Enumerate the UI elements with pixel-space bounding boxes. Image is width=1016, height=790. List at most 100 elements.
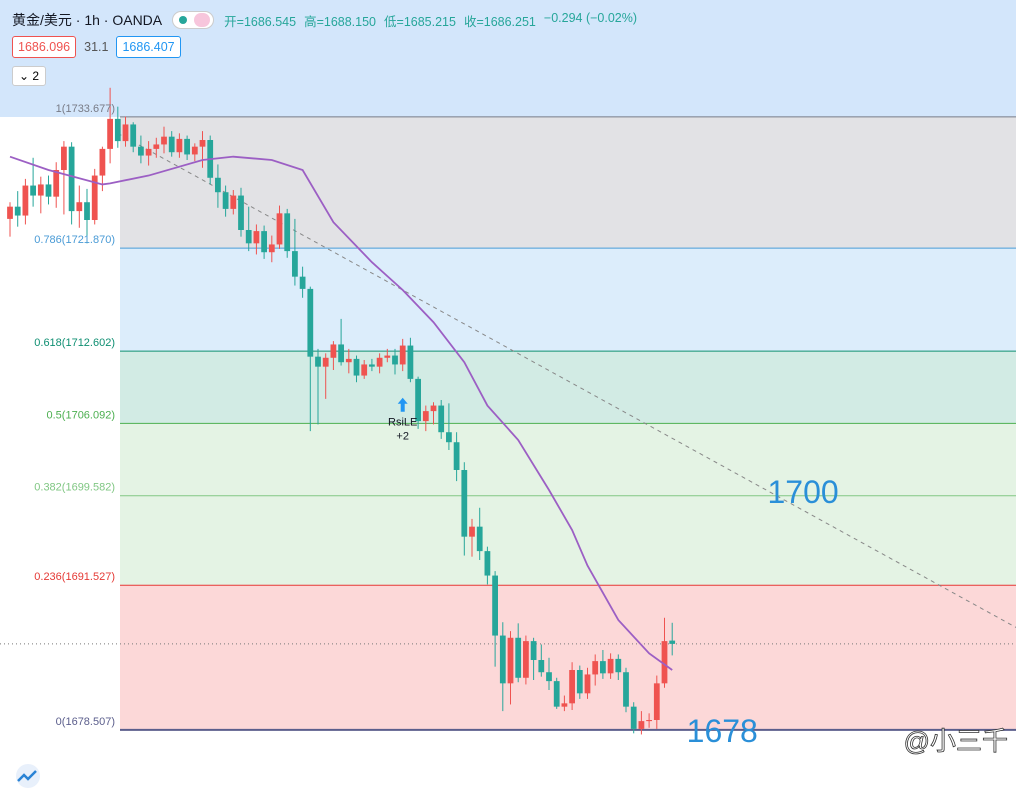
annotation: 1700 (768, 474, 839, 510)
candle-body (546, 672, 552, 682)
candle-body (392, 355, 398, 365)
candle-body (45, 184, 52, 197)
candle-body (261, 231, 267, 253)
candle-body (168, 136, 175, 153)
ohlc-item: 低=1685.215 (384, 14, 456, 29)
candle-body (630, 706, 637, 729)
sell-price[interactable]: 1686.096 (12, 36, 77, 58)
candle-body (215, 177, 221, 193)
trend-line (117, 132, 1016, 628)
fib-label: 0.618(1712.602) (34, 337, 115, 349)
candle-body (245, 230, 252, 244)
signal-qty: +2 (396, 431, 409, 443)
candle-body (461, 470, 468, 537)
candle-body (284, 213, 291, 252)
fib-band (120, 116, 1016, 249)
candle-body (399, 345, 406, 365)
candle-body (646, 720, 652, 722)
indicator-count: 2 (32, 69, 40, 83)
candle-body (484, 551, 491, 576)
candle-body (507, 637, 514, 684)
candle-body (230, 195, 237, 209)
ohlc-item: 收=1686.251 (463, 14, 536, 29)
candle-body (369, 364, 375, 367)
candle-body (238, 195, 244, 230)
candle-body (130, 124, 137, 147)
candle-body (407, 345, 414, 379)
candle-body (361, 364, 368, 376)
candle-body (299, 276, 306, 289)
annotation: 1678 (687, 713, 758, 749)
candle-body (576, 670, 583, 694)
fib-band (120, 495, 1016, 586)
fib-label: 1(1733.677) (56, 103, 115, 115)
candle-body (84, 202, 90, 220)
symbol-title: 黄金/美元 · 1h · OANDA (12, 12, 163, 28)
header: 黄金/美元 · 1h · OANDA 开=1686.545 高=1688.150 低… (12, 10, 637, 30)
candle-body (515, 637, 522, 678)
candle-body (307, 288, 314, 357)
candle-body (114, 118, 121, 142)
fib-band (120, 351, 1016, 424)
signal-arrow (397, 397, 408, 412)
trade-buttons: 1686.096 31.1 1686.407 (12, 36, 181, 58)
candle-body (68, 146, 75, 212)
candle-body (538, 660, 545, 673)
candle-body (453, 442, 460, 470)
signal-label: RsiLE (388, 417, 417, 429)
buy-price[interactable]: 1686.407 (116, 36, 181, 58)
candle-body (22, 185, 29, 216)
candle-body (415, 378, 421, 422)
candle-body (376, 357, 383, 367)
candle-body (292, 251, 298, 277)
fib-label: 0.786(1721.870) (34, 234, 115, 246)
ohlc-values: 开=1686.545 高=1688.150 低=1685.215 收=1686.251… (224, 11, 637, 30)
indicator-toggle[interactable]: ⌄ 2 (12, 66, 47, 86)
candle-body (7, 206, 13, 219)
candle-body (661, 641, 668, 684)
candle-body (145, 148, 152, 156)
spread: 31.1 (84, 40, 109, 54)
candle-body (592, 661, 599, 675)
status-pills (172, 11, 215, 29)
candle-body (99, 148, 106, 176)
candle-body (446, 432, 452, 443)
candle-body (107, 118, 113, 149)
candle-body (653, 683, 660, 720)
candle-body (76, 202, 83, 212)
candle-body (53, 170, 60, 197)
candle-body (338, 344, 344, 363)
fib-band (120, 248, 1016, 352)
watermark: @小三千 (904, 726, 1008, 756)
candle-body (61, 146, 67, 170)
candle-body (499, 635, 506, 684)
candle-body (199, 140, 206, 147)
fib-label: 0(1678.507) (56, 716, 115, 728)
fib-label: 0.382(1699.582) (34, 482, 115, 494)
candle-body (384, 355, 391, 358)
candle-body (37, 184, 44, 196)
candle-body (553, 681, 560, 707)
candle-body (476, 526, 483, 552)
candle-body (30, 185, 36, 196)
candle-body (138, 146, 144, 156)
candle-body (669, 640, 676, 644)
candle-body (561, 703, 568, 707)
candle-body (615, 658, 622, 673)
ohlc-item: 高=1688.150 (304, 14, 377, 29)
candle-body (569, 670, 575, 704)
candle-body (438, 405, 445, 433)
candle-body (222, 192, 229, 209)
candle-body (161, 136, 167, 145)
candle-body (422, 411, 429, 422)
candle-body (268, 244, 275, 253)
candle-body (14, 206, 21, 216)
candle-body (253, 231, 260, 244)
candle-body (345, 358, 352, 363)
background-band (0, 0, 1016, 117)
candle-body (353, 358, 360, 376)
candle-body (600, 661, 606, 674)
candle-body (122, 124, 129, 142)
